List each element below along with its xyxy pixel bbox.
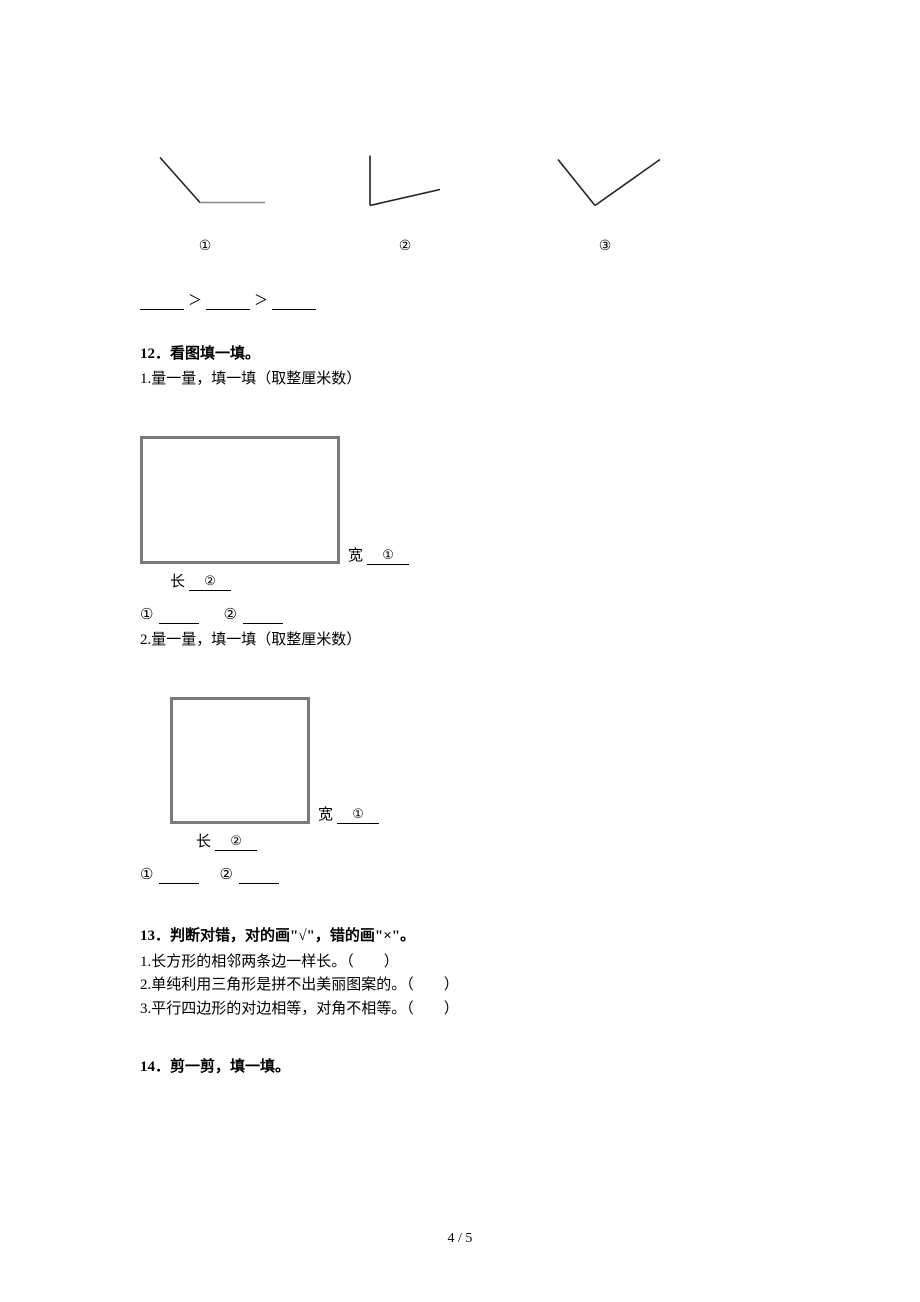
angle-1-svg bbox=[140, 145, 270, 220]
q12-rect1-width-dim: 宽 ① bbox=[348, 544, 409, 565]
compare-blank-1[interactable] bbox=[140, 294, 184, 310]
q12-rect2-length-blank[interactable]: ② bbox=[215, 833, 257, 851]
q13-line-2: 2.单纯利用三角形是拼不出美丽图案的。（ ） bbox=[140, 974, 780, 997]
q12-1-c2: ② bbox=[223, 605, 236, 624]
q12-title: 12．看图填一填。 bbox=[140, 342, 780, 363]
q12-2-answers: ① ② bbox=[140, 865, 780, 884]
q12-sub2: 2.量一量，填一填（取整厘米数） bbox=[140, 628, 780, 649]
q12-1-blank-1[interactable] bbox=[159, 608, 199, 624]
q12-1-c1: ① bbox=[140, 605, 153, 624]
q12-rect-1 bbox=[140, 436, 340, 564]
q12-1-answers: ① ② bbox=[140, 605, 780, 624]
q12-figure-2: 宽 ① 长 ② bbox=[140, 697, 780, 851]
compare-gt-1: ＞ bbox=[188, 290, 202, 310]
angle-3: ③ bbox=[540, 145, 670, 255]
compare-blank-2[interactable] bbox=[206, 294, 250, 310]
q12-2-blank-2[interactable] bbox=[239, 868, 279, 884]
compare-blank-3[interactable] bbox=[272, 294, 316, 310]
q12-rect1-length-blank[interactable]: ② bbox=[189, 573, 231, 591]
angle-3-ray-b bbox=[595, 160, 660, 206]
q12-rect2-width-label: 宽 bbox=[318, 803, 333, 824]
angle-1-ray-a bbox=[160, 158, 200, 203]
q12-figure-1: 宽 ① 长 ② bbox=[140, 436, 780, 591]
q13-lines: 1.长方形的相邻两条边一样长。（ ） 2.单纯利用三角形是拼不出美丽图案的。（ … bbox=[140, 951, 780, 1021]
angles-row: ① ② ③ bbox=[140, 145, 780, 255]
angle-1: ① bbox=[140, 145, 270, 255]
q13-title: 13．判断对错，对的画"√"，错的画"×"。 bbox=[140, 924, 780, 945]
angle-3-svg bbox=[540, 145, 670, 220]
angle-2-label: ② bbox=[399, 238, 412, 255]
angle-2: ② bbox=[340, 145, 470, 255]
q12-2-blank-1[interactable] bbox=[159, 868, 199, 884]
compare-gt-2: ＞ bbox=[254, 290, 268, 310]
q12-rect-2 bbox=[170, 697, 310, 824]
q12-2-c1: ① bbox=[140, 865, 153, 884]
q12-rect2-length-dim: 长 ② bbox=[196, 830, 780, 851]
q12-rect1-length-dim: 长 ② bbox=[170, 570, 780, 591]
q12-rect1-width-label: 宽 bbox=[348, 544, 363, 565]
angle-2-svg bbox=[340, 145, 470, 220]
q12-rect2-width-dim: 宽 ① bbox=[318, 803, 379, 824]
angle-3-ray-a bbox=[558, 160, 595, 206]
angle-3-label: ③ bbox=[599, 238, 612, 255]
q13-line-3: 3.平行四边形的对边相等，对角不相等。（ ） bbox=[140, 998, 780, 1021]
q12-rect2-width-blank[interactable]: ① bbox=[337, 806, 379, 824]
angle-compare-line: ＞ ＞ bbox=[140, 290, 780, 310]
q12-rect1-length-label: 长 bbox=[170, 570, 185, 591]
q14-title: 14．剪一剪，填一填。 bbox=[140, 1055, 780, 1076]
q12-sub1: 1.量一量，填一填（取整厘米数） bbox=[140, 367, 780, 388]
q12-rect2-length-label: 长 bbox=[196, 830, 211, 851]
q12-2-c2: ② bbox=[219, 865, 232, 884]
q12-rect1-width-blank[interactable]: ① bbox=[367, 547, 409, 565]
q12-1-blank-2[interactable] bbox=[243, 608, 283, 624]
page-number: 4 / 5 bbox=[0, 1231, 920, 1247]
q13-line-1: 1.长方形的相邻两条边一样长。（ ） bbox=[140, 951, 780, 974]
angle-1-label: ① bbox=[199, 238, 212, 255]
angle-2-ray-b bbox=[370, 190, 440, 206]
